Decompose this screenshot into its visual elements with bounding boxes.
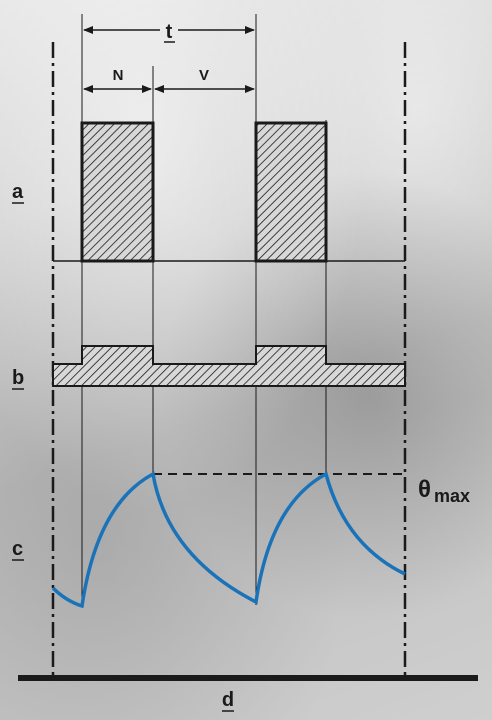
theta-max-symbol: θ <box>418 476 431 503</box>
on-time-label: N <box>113 67 124 84</box>
temperature-curve <box>51 471 406 609</box>
load-pulse-2 <box>254 121 328 263</box>
loss-profile <box>52 345 406 387</box>
row-label-b: b <box>12 367 24 389</box>
off-time-label: V <box>199 67 209 84</box>
row-label-d: d <box>222 689 234 711</box>
load-pulse-1 <box>80 121 155 263</box>
row-label-a: a <box>12 181 24 203</box>
theta-max-subscript: max <box>434 486 470 506</box>
row-label-c: c <box>12 538 23 560</box>
period-label: t <box>166 21 173 43</box>
